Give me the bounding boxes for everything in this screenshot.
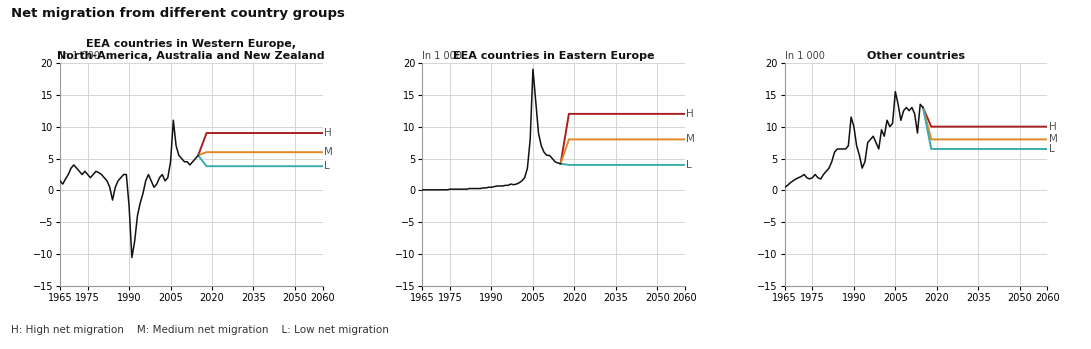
Text: Net migration from different country groups: Net migration from different country gro… xyxy=(11,7,345,20)
Title: EEA countries in Eastern Europe: EEA countries in Eastern Europe xyxy=(453,51,655,61)
Text: M: M xyxy=(324,147,333,157)
Text: H: High net migration    M: Medium net migration    L: Low net migration: H: High net migration M: Medium net migr… xyxy=(11,325,388,335)
Title: Other countries: Other countries xyxy=(867,51,966,61)
Text: H: H xyxy=(324,128,332,138)
Text: H: H xyxy=(686,109,694,119)
Text: In 1 000: In 1 000 xyxy=(422,51,463,61)
Text: L: L xyxy=(686,160,692,170)
Text: L: L xyxy=(324,161,329,171)
Text: L: L xyxy=(1048,144,1055,154)
Text: H: H xyxy=(1048,122,1056,132)
Text: In 1 000: In 1 000 xyxy=(784,51,825,61)
Text: M: M xyxy=(1048,134,1057,144)
Text: In 1 000: In 1 000 xyxy=(60,51,100,61)
Title: EEA countries in Western Europe,
North-America, Australia and New Zealand: EEA countries in Western Europe, North-A… xyxy=(58,39,325,61)
Text: M: M xyxy=(686,134,695,144)
